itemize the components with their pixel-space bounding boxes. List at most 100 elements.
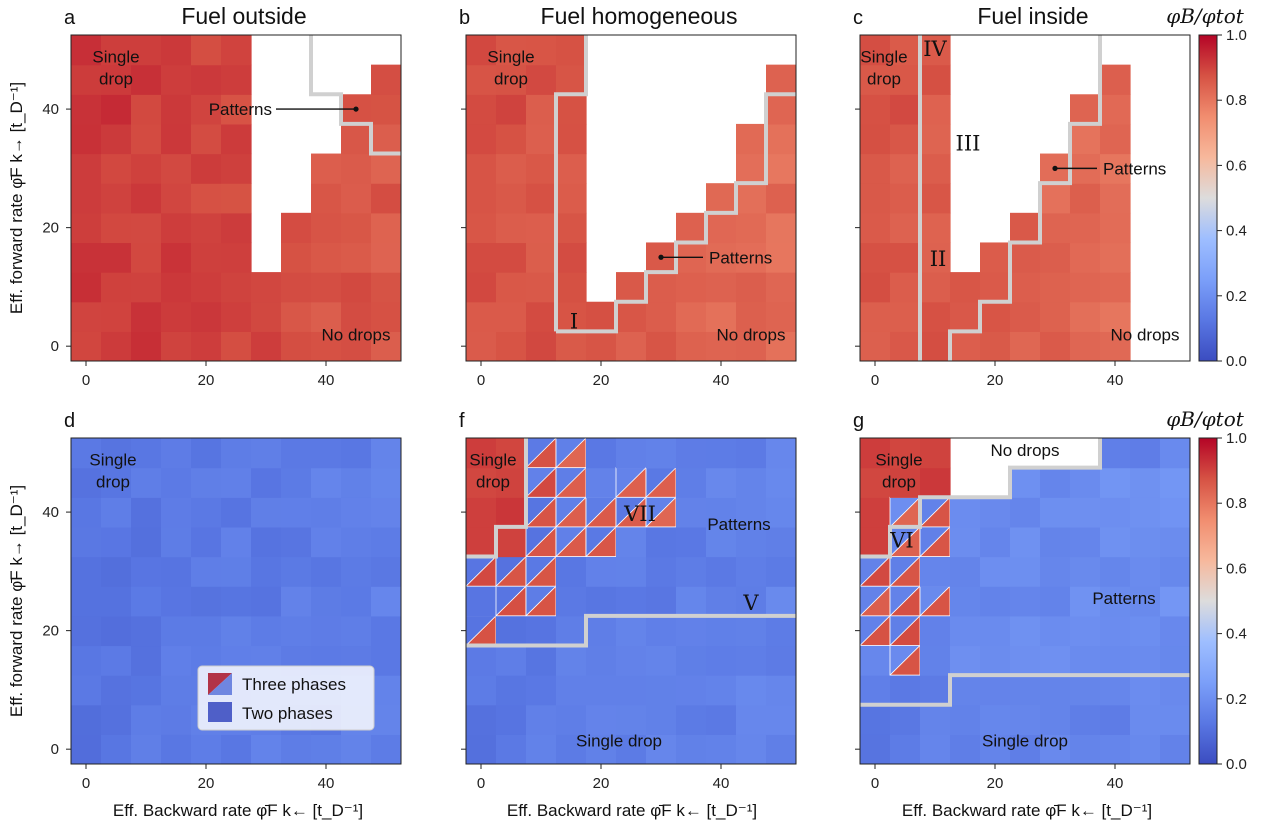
heatmap-cell xyxy=(1160,586,1190,617)
heatmap-cell xyxy=(890,734,921,764)
heatmap-cell xyxy=(131,704,162,735)
heatmap-cell xyxy=(101,35,132,66)
heatmap-cell xyxy=(221,64,252,95)
heatmap-cell xyxy=(706,242,737,273)
heatmap-cell xyxy=(221,497,252,528)
heatmap-cell xyxy=(1160,438,1190,469)
heatmap-cell xyxy=(1010,526,1041,558)
heatmap-cell xyxy=(890,183,921,214)
three-phase-diagonal xyxy=(645,496,677,528)
heatmap-cell xyxy=(191,615,222,647)
heatmap-cell xyxy=(766,183,796,214)
heatmap-cell xyxy=(251,586,282,617)
heatmap-cell xyxy=(466,301,497,332)
heatmap-cell xyxy=(71,272,102,303)
heatmap-cell xyxy=(706,272,737,303)
heatmap-cell xyxy=(1100,556,1131,587)
heatmap-cell xyxy=(556,586,587,617)
heatmap-cell xyxy=(1040,615,1071,647)
colorbar-tick-label: 1.0 xyxy=(1226,430,1247,447)
heatmap-cell xyxy=(496,331,527,361)
three-phase-diagonal xyxy=(525,526,557,557)
heatmap-cell xyxy=(616,526,647,558)
heatmap-cell xyxy=(71,497,102,528)
heatmap-cell xyxy=(191,153,222,184)
heatmap-cell xyxy=(890,675,921,706)
heatmap-cell xyxy=(676,645,707,676)
heatmap-cell xyxy=(706,645,737,676)
heatmap-cell xyxy=(371,242,401,273)
heatmap-cell xyxy=(920,212,951,244)
x-tick-label: 20 xyxy=(198,372,215,389)
heatmap-cell xyxy=(161,438,192,469)
y-tick-label: 20 xyxy=(42,623,59,640)
three-phase-diagonal xyxy=(919,526,951,557)
heatmap-cell xyxy=(890,94,921,125)
heatmap-cell xyxy=(311,212,342,244)
heatmap-cell xyxy=(556,212,587,244)
heatmap-cell xyxy=(1130,586,1161,617)
three-phase-diagonal xyxy=(645,467,677,498)
heatmap-cell xyxy=(676,586,707,617)
heatmap-cell xyxy=(466,645,497,676)
heatmap-cell xyxy=(1160,467,1190,498)
y-axis-label-bottom: Eff. forward rate φ̄F k→ [t_D⁻¹] xyxy=(7,485,26,717)
heatmap-cell xyxy=(526,331,557,361)
heatmap-cell xyxy=(556,301,587,332)
heatmap-cell xyxy=(311,586,342,617)
heatmap-cell xyxy=(71,526,102,558)
heatmap-cell xyxy=(736,645,767,676)
heatmap-cell xyxy=(646,331,677,361)
heatmap-cell xyxy=(221,467,252,498)
heatmap-cell xyxy=(860,467,891,498)
x-tick-label: 40 xyxy=(318,775,335,792)
heatmap-cell xyxy=(616,734,647,764)
three-phase-diagonal xyxy=(615,467,647,498)
heatmap-cell xyxy=(496,301,527,332)
three-phase-diagonal xyxy=(555,496,587,528)
heatmap-cell xyxy=(920,301,951,332)
heatmap-cell xyxy=(131,438,162,469)
heatmap-cell xyxy=(496,497,527,528)
heatmap-cell xyxy=(251,734,282,764)
heatmap-cells xyxy=(466,438,796,764)
heatmap-cell xyxy=(191,272,222,303)
heatmap-cell xyxy=(646,675,677,706)
heatmap-cell xyxy=(860,734,891,764)
heatmap-cell xyxy=(281,497,312,528)
heatmap-cell xyxy=(706,556,737,587)
colorbar-tick-label: 1.0 xyxy=(1226,27,1247,44)
heatmap-cell xyxy=(616,301,647,332)
heatmap-cell xyxy=(311,242,342,273)
heatmap-cell xyxy=(616,675,647,706)
colorbar: 0.0 0.2 0.4 0.6 0.8 1.0φB/φtot xyxy=(1166,4,1247,370)
heatmap-cell xyxy=(556,734,587,764)
colorbar-tick-label: 0.4 xyxy=(1226,626,1247,643)
heatmap-cell xyxy=(1100,94,1131,125)
heatmap-cell xyxy=(71,64,102,95)
heatmap-cell xyxy=(616,331,647,361)
heatmap-cell xyxy=(706,586,737,617)
three-phase-diagonal xyxy=(466,615,497,646)
heatmap-cell xyxy=(221,212,252,244)
heatmap-cell xyxy=(101,331,132,361)
heatmap-cell xyxy=(1040,497,1071,528)
heatmap-cell xyxy=(221,615,252,647)
annotation-text: Patterns xyxy=(1103,159,1166,178)
heatmap-cell xyxy=(1010,242,1041,273)
heatmap-cell xyxy=(191,94,222,125)
heatmap-cell xyxy=(586,467,617,498)
heatmap-cell xyxy=(221,183,252,214)
annotation-text: Single drop xyxy=(576,731,662,750)
heatmap-cell xyxy=(221,35,252,66)
annotation-text: Single drop xyxy=(469,451,516,492)
heatmap-cell xyxy=(311,556,342,587)
heatmap-cell xyxy=(161,153,192,184)
heatmap-cell xyxy=(706,734,737,764)
heatmap-cell xyxy=(736,331,767,361)
heatmap-cell xyxy=(191,242,222,273)
colorbar-tick-label: 0.0 xyxy=(1226,353,1247,370)
x-tick-label: 0 xyxy=(477,775,485,792)
heatmap-cell xyxy=(890,301,921,332)
heatmap-cell xyxy=(71,242,102,273)
